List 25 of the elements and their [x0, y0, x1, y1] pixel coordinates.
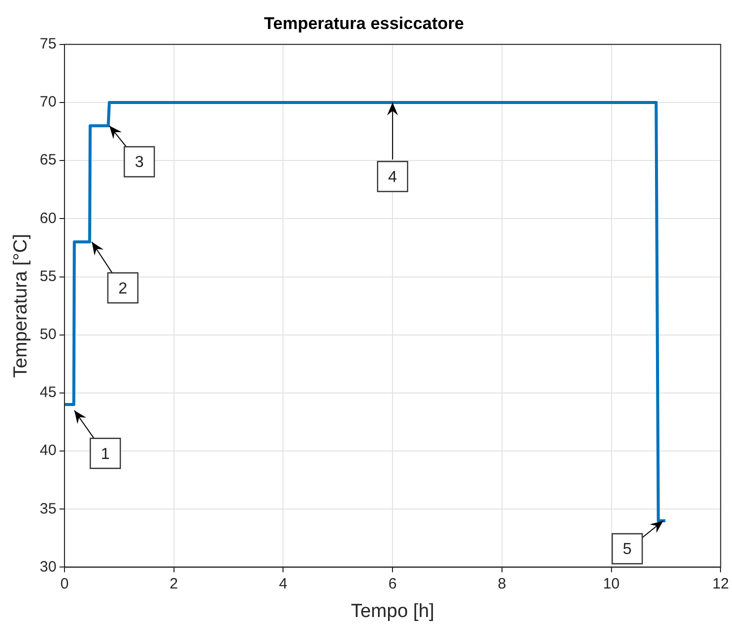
y-tick-label: 70 [40, 94, 56, 111]
annotation: 1 [100, 446, 110, 463]
y-tick-label: 35 [40, 500, 56, 518]
y-tick-label: 65 [40, 152, 56, 169]
x-tick-label: 4 [279, 575, 288, 592]
y-tick-label: 60 [40, 210, 56, 227]
chart-title: Temperatura essiccatore [264, 14, 464, 33]
x-tick-label: 12 [712, 575, 729, 592]
annotation: 5 [622, 541, 632, 558]
x-axis-title: Tempo [h] [350, 600, 434, 622]
x-tick-label: 0 [60, 575, 69, 592]
x-tick-label: 10 [602, 575, 620, 592]
y-axis-title: Temperatura [°C] [10, 234, 32, 378]
y-tick-label: 75 [40, 36, 56, 53]
annotation: 3 [134, 154, 144, 172]
y-tick-label: 45 [40, 384, 56, 402]
y-tick-label: 50 [40, 326, 56, 343]
y-tick-label: 40 [40, 442, 56, 460]
annotation: 4 [388, 168, 398, 186]
y-tick-label: 55 [40, 268, 56, 285]
x-tick-label: 8 [498, 575, 506, 592]
x-tick-label: 6 [388, 575, 397, 592]
x-tick-label: 2 [170, 575, 178, 592]
annotation: 2 [118, 280, 128, 298]
y-tick-label: 30 [40, 558, 56, 576]
